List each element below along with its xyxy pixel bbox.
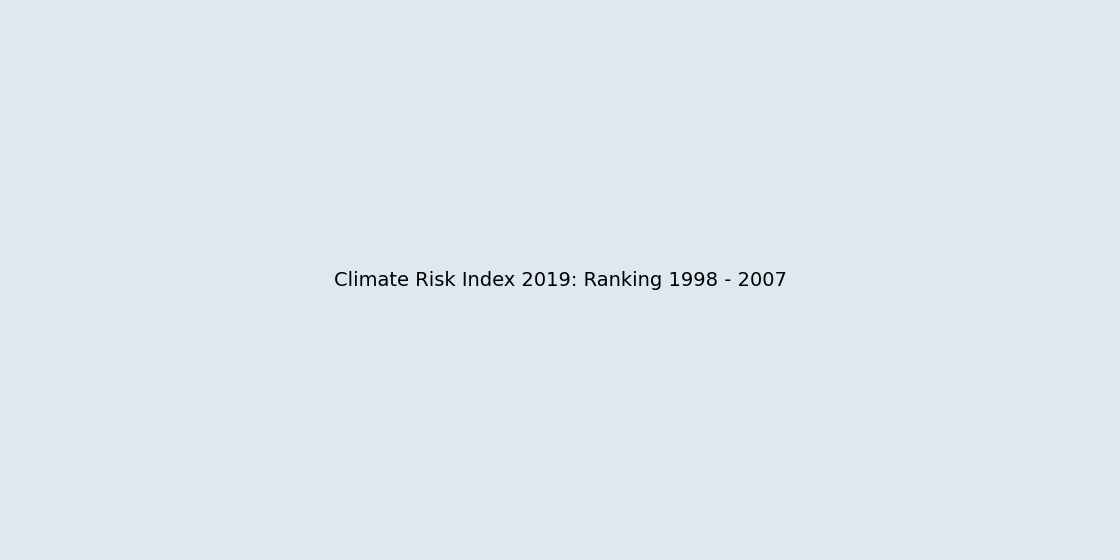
Text: Climate Risk Index 2019: Ranking 1998 - 2007: Climate Risk Index 2019: Ranking 1998 - … — [334, 270, 786, 290]
